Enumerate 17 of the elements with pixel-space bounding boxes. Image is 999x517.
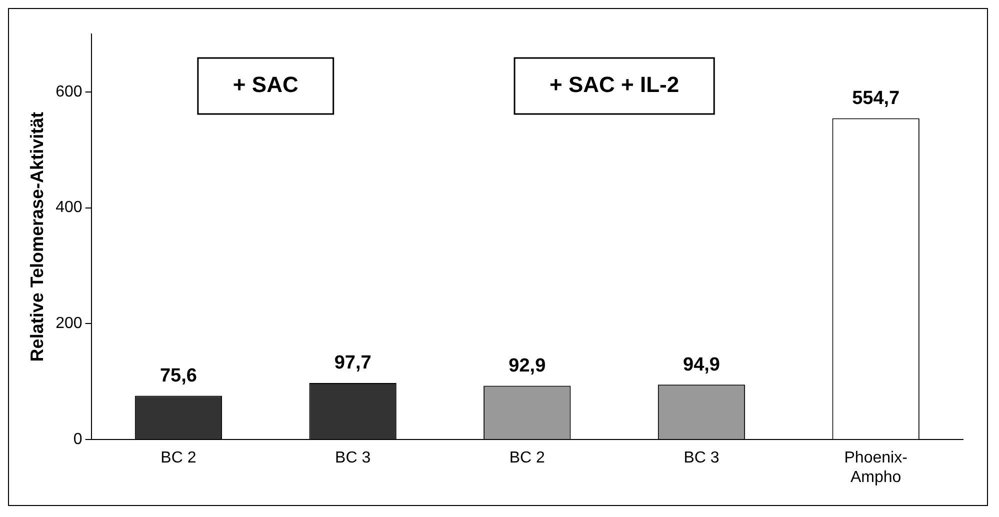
annotation: + SAC + IL-2 — [550, 72, 680, 98]
x-tick-label: BC 2 — [509, 450, 546, 467]
data-label: 92,9 — [508, 356, 546, 377]
x-tick-label: BC 3 — [335, 450, 371, 467]
y-tick-label: 200 — [56, 315, 82, 332]
x-tick-label: BC 2 — [160, 450, 196, 467]
y-tick-label: 600 — [56, 83, 82, 100]
y-tick-label: 0 — [73, 431, 82, 448]
data-label: 75,6 — [160, 366, 197, 387]
y-axis-title: Relative Telomerase-Aktivität — [26, 112, 47, 362]
annotation: + SAC — [232, 72, 298, 98]
data-label: 97,7 — [334, 352, 372, 374]
x-tick-label: Phoenix-Ampho — [844, 450, 908, 486]
data-label: 554,7 — [852, 88, 900, 109]
x-tick-label: BC 3 — [684, 450, 720, 467]
y-tick-label: 400 — [56, 199, 82, 216]
data-label: 94,9 — [682, 354, 720, 376]
